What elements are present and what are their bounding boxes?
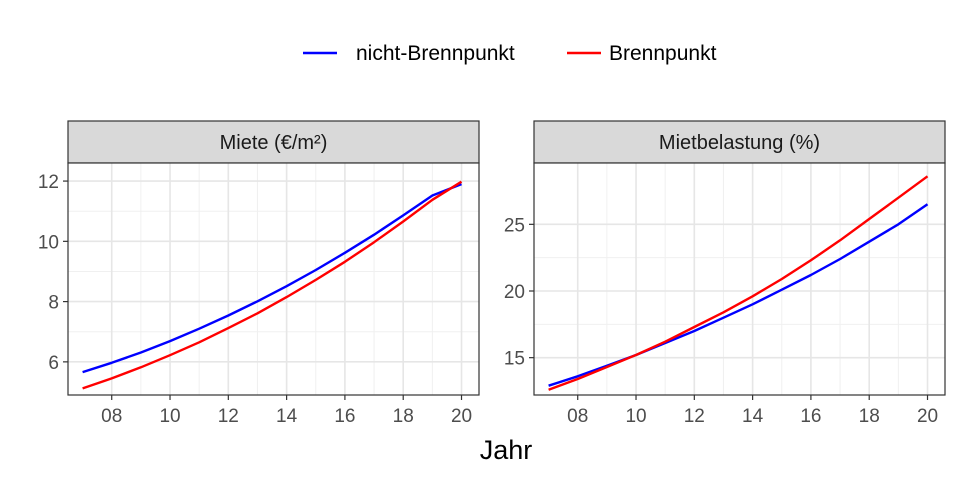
plot-background [68,163,479,395]
y-tick-label: 15 [504,349,525,370]
x-axis-title: Jahr [480,435,533,465]
x-tick-label: 08 [567,406,588,427]
x-tick-label: 20 [451,406,472,427]
y-tick-label: 12 [38,172,59,193]
series-line-nicht-brennpunkt [82,182,462,374]
x-tick-label: 20 [917,406,938,427]
y-tick-label: 6 [48,353,59,374]
plot-border [67,162,480,396]
x-tick-label: 12 [684,406,705,427]
panel-title-mietbelastung: Mietbelastung (%) [659,132,820,154]
series-line-brennpunkt [548,175,929,391]
series-lines [82,180,463,390]
x-tick-label: 12 [218,406,239,427]
panel-mietbelastung: Mietbelastung (%) 08 10 12 14 16 18 20 15 20 25 [504,120,946,427]
legend-label-nicht-brennpunkt: nicht-Brennpunkt [356,42,515,65]
x-tick-label: 10 [625,406,646,427]
x-tick-label: 14 [276,406,298,427]
panel-miete: Miete (€/m²) 08 10 12 14 16 18 20 6 8 10 12 [38,120,480,427]
plot-border [533,162,946,396]
x-tick-label: 10 [159,406,180,427]
y-tick-label: 20 [504,282,525,303]
x-tick-label: 08 [101,406,122,427]
strip-background [67,120,480,164]
x-tick-label: 18 [859,406,880,427]
axis-ticks: 08 10 12 14 16 18 20 6 8 10 12 [38,172,472,427]
gridlines [68,163,479,395]
y-tick-label: 10 [38,232,59,253]
x-tick-label: 16 [334,406,355,427]
panel-title-miete: Miete (€/m²) [220,132,328,154]
strip-background [533,120,946,164]
legend: nicht-Brennpunkt Brennpunkt [303,42,717,65]
x-tick-label: 14 [742,406,764,427]
series-lines [548,175,929,391]
y-tick-label: 25 [504,215,525,236]
axis-ticks: 08 10 12 14 16 18 20 15 20 25 [504,215,938,427]
gridlines [534,163,945,395]
series-line-brennpunkt [82,180,463,390]
x-tick-label: 16 [800,406,821,427]
legend-label-brennpunkt: Brennpunkt [609,42,717,65]
y-tick-label: 8 [48,293,59,314]
x-tick-label: 18 [393,406,414,427]
plot-background [534,163,945,395]
